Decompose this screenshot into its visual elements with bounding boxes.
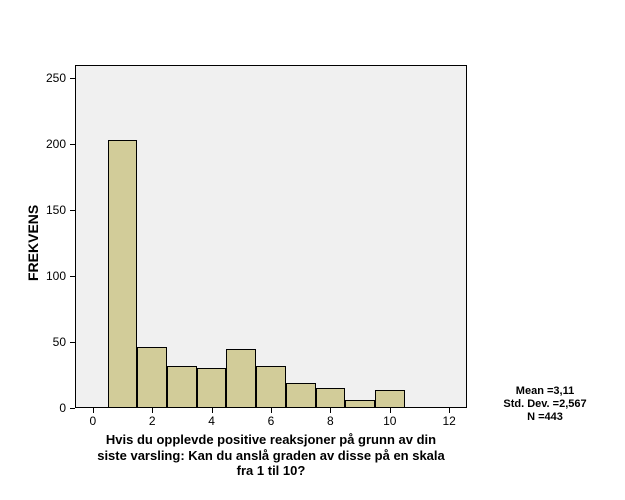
histogram-bar — [137, 347, 167, 408]
y-tick-label: 50 — [30, 335, 66, 349]
x-tick-mark — [330, 408, 331, 413]
x-axis-label-line-3: fra 1 til 10? — [237, 463, 306, 478]
x-tick-mark — [212, 408, 213, 413]
y-tick-label: 200 — [30, 137, 66, 151]
y-tick-label: 250 — [30, 71, 66, 85]
x-axis-label-line-1: Hvis du opplevde positive reaksjoner på … — [106, 432, 436, 447]
y-tick-label: 0 — [30, 401, 66, 415]
x-axis-label: Hvis du opplevde positive reaksjoner på … — [65, 432, 477, 479]
x-tick-label: 10 — [375, 414, 405, 428]
x-tick-mark — [93, 408, 94, 413]
x-tick-label: 0 — [78, 414, 108, 428]
histogram-bar — [256, 366, 286, 408]
stat-n: N =443 — [527, 411, 563, 423]
histogram-bar — [316, 388, 346, 408]
x-tick-label: 6 — [256, 414, 286, 428]
x-tick-label: 4 — [197, 414, 227, 428]
histogram-bar — [375, 390, 405, 408]
y-tick-mark — [70, 144, 75, 145]
x-tick-label: 8 — [315, 414, 345, 428]
x-tick-label: 12 — [434, 414, 464, 428]
x-tick-mark — [390, 408, 391, 413]
stat-mean: Mean =3,11 — [516, 385, 574, 397]
histogram-bar — [167, 366, 197, 408]
x-tick-mark — [152, 408, 153, 413]
y-axis-label: FREKVENS — [25, 204, 41, 280]
histogram-bar — [345, 400, 375, 408]
y-tick-mark — [70, 210, 75, 211]
y-tick-mark — [70, 78, 75, 79]
x-tick-label: 2 — [137, 414, 167, 428]
x-tick-mark — [271, 408, 272, 413]
histogram-bar — [108, 140, 138, 408]
histogram-bar — [197, 368, 227, 408]
chart-stage: 050100150200250 024681012 FREKVENS Hvis … — [0, 0, 625, 500]
y-tick-mark — [70, 408, 75, 409]
summary-stats: Mean =3,11 Std. Dev. =2,567 N =443 — [485, 385, 605, 425]
histogram-bar — [226, 349, 256, 408]
y-tick-mark — [70, 342, 75, 343]
x-tick-mark — [449, 408, 450, 413]
y-tick-mark — [70, 276, 75, 277]
stat-stddev: Std. Dev. =2,567 — [503, 398, 586, 410]
histogram-bar — [286, 383, 316, 408]
x-axis-label-line-2: siste varsling: Kan du anslå graden av d… — [97, 448, 445, 463]
